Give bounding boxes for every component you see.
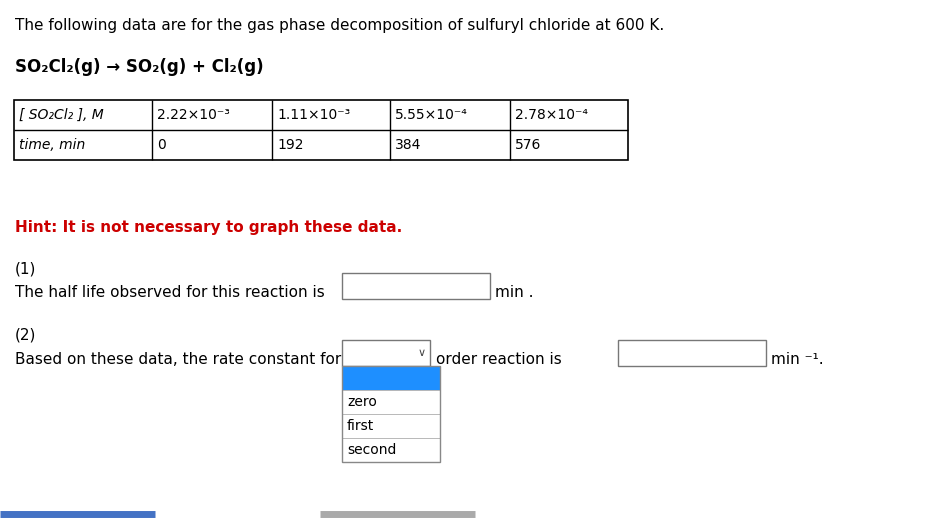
Text: Based on these data, the rate constant for this: Based on these data, the rate constant f…	[15, 352, 374, 367]
Text: time, min: time, min	[19, 138, 86, 152]
Text: The following data are for the gas phase decomposition of sulfuryl chloride at 6: The following data are for the gas phase…	[15, 18, 665, 33]
Text: 384: 384	[395, 138, 421, 152]
Text: SO₂Cl₂(g) → SO₂(g) + Cl₂(g): SO₂Cl₂(g) → SO₂(g) + Cl₂(g)	[15, 58, 263, 76]
Text: The half life observed for this reaction is: The half life observed for this reaction…	[15, 285, 324, 300]
Text: [ SO₂Cl₂ ], M: [ SO₂Cl₂ ], M	[19, 108, 103, 122]
Bar	[342, 366, 440, 462]
Text: 5.55×10⁻⁴: 5.55×10⁻⁴	[395, 108, 468, 122]
Text: 192: 192	[277, 138, 304, 152]
Bar	[342, 438, 440, 462]
Text: min ⁻¹.: min ⁻¹.	[771, 352, 823, 367]
Text: ∨: ∨	[418, 348, 426, 358]
Text: Hint: It is not necessary to graph these data.: Hint: It is not necessary to graph these…	[15, 220, 402, 235]
Text: 0: 0	[157, 138, 165, 152]
Text: first: first	[347, 419, 374, 433]
Text: order reaction is: order reaction is	[436, 352, 562, 367]
Text: 576: 576	[515, 138, 541, 152]
Text: (1): (1)	[15, 262, 37, 277]
Bar	[618, 340, 766, 366]
Bar	[342, 366, 440, 390]
Bar	[14, 100, 628, 160]
Text: zero: zero	[347, 395, 377, 409]
Text: min .: min .	[495, 285, 534, 300]
Text: 2.22×10⁻³: 2.22×10⁻³	[157, 108, 230, 122]
Bar	[342, 340, 430, 366]
Text: 2.78×10⁻⁴: 2.78×10⁻⁴	[515, 108, 588, 122]
Bar	[342, 390, 440, 414]
Text: 1.11×10⁻³: 1.11×10⁻³	[277, 108, 351, 122]
Text: second: second	[347, 443, 397, 457]
Bar	[342, 414, 440, 438]
Text: (2): (2)	[15, 328, 37, 343]
Bar	[342, 273, 490, 299]
